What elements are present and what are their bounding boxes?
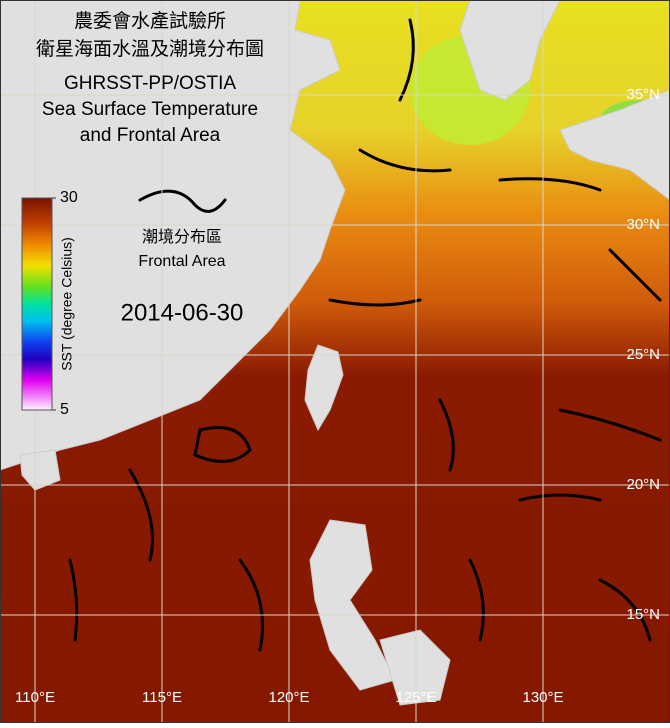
title-line: Sea Surface Temperature (42, 99, 258, 120)
date: 2014-06-30 (121, 299, 244, 326)
land (0, 0, 670, 706)
colorbar-tick-label: 5 (60, 401, 69, 418)
lat-label: 20°N (626, 476, 660, 493)
title-line: 衛星海面水溫及潮境分布圖 (36, 38, 264, 60)
lon-label: 115°E (142, 689, 182, 706)
lat-label: 30°N (626, 216, 660, 233)
colorbar (21, 197, 53, 411)
title-line: and Frontal Area (80, 125, 221, 146)
lon-label: 110°E (15, 689, 55, 706)
lat-label: 15°N (626, 606, 660, 623)
legend-front-sample (138, 189, 227, 213)
lat-label: 25°N (626, 346, 660, 363)
colorbar-tick-label: 30 (60, 189, 78, 206)
title-line: GHRSST-PP/OSTIA (64, 73, 236, 94)
title-line: 農委會水產試驗所 (74, 10, 226, 32)
colorbar-ticks: 5 30 (52, 189, 78, 418)
legend-label: Frontal Area (138, 253, 225, 270)
colorbar-label: SST (degree Celsius) (59, 237, 75, 371)
lon-label: 130°E (522, 689, 563, 706)
lon-label: 125°E (395, 689, 436, 706)
lon-label: 120°E (268, 689, 309, 706)
lat-label: 35°N (626, 86, 660, 103)
legend-label: 潮境分布區 (142, 227, 222, 246)
fronts (68, 18, 662, 652)
